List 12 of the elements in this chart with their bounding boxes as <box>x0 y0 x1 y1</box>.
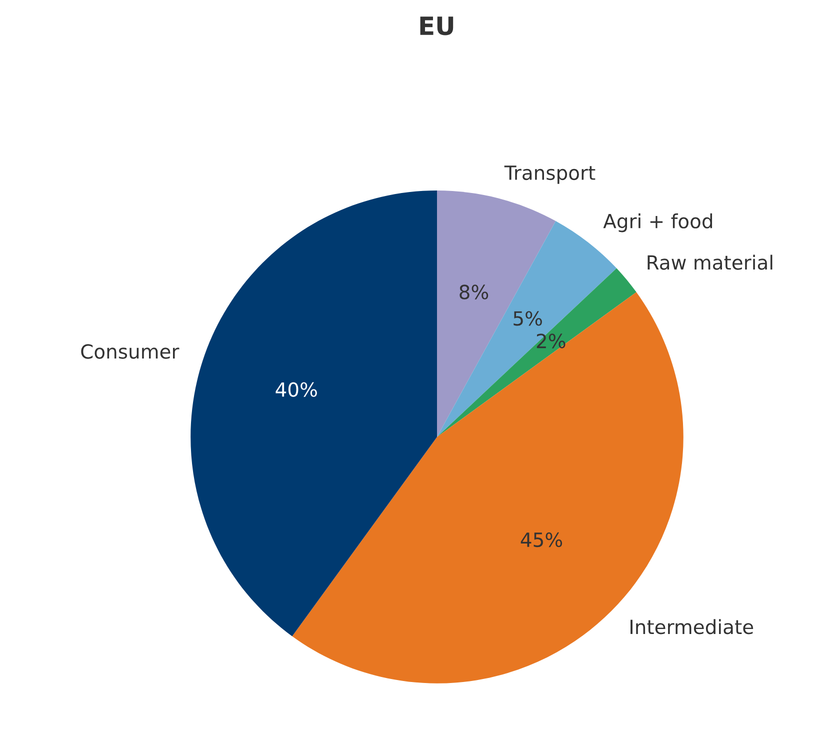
slice-label: Agri + food <box>603 213 712 232</box>
slice-label: Intermediate <box>630 619 754 634</box>
data-label: 40% <box>276 382 317 397</box>
data-label: 8% <box>460 284 488 300</box>
slice-label: Consumer <box>81 344 180 359</box>
slice-label: Transport <box>504 166 596 184</box>
data-label: 5% <box>514 311 542 326</box>
slice-label: Raw material <box>648 254 772 270</box>
pie-slice <box>190 190 437 636</box>
data-label: 45% <box>520 532 562 548</box>
pie-slice <box>436 268 636 437</box>
chart-title: EU <box>420 16 454 36</box>
